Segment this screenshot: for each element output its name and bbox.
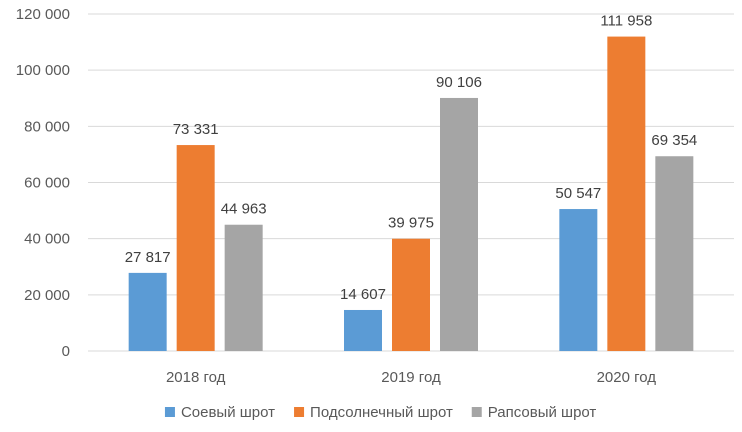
x-axis-categories: 2018 год 2019 год 2020 год (166, 369, 656, 386)
data-label: 50 547 (555, 185, 601, 202)
y-tick-label: 100 000 (16, 62, 70, 79)
bar-2-3 (607, 36, 646, 351)
x-category-label: 2019 год (381, 369, 441, 386)
data-label: 39 975 (388, 215, 434, 232)
bar-1-1 (128, 272, 167, 351)
data-label: 44 963 (221, 201, 267, 218)
bar-2-2 (392, 238, 430, 351)
legend-swatch (164, 407, 175, 417)
x-category-label: 2020 год (597, 369, 657, 386)
legend-swatch (294, 407, 305, 417)
bar-2-1 (176, 145, 215, 351)
legend-label: Рапсовый шрот (488, 404, 597, 421)
y-tick-label: 120 000 (16, 6, 70, 23)
data-label: 14 607 (340, 286, 386, 303)
legend: Соевый шрот Подсолнечный шрот Рапсовый шро… (164, 404, 597, 421)
legend-item: Соевый шрот (164, 404, 275, 421)
y-axis-ticks: 0 20 000 40 000 60 000 80 000 100 000 120 000 (16, 6, 70, 360)
data-label: 27 817 (125, 249, 171, 266)
bar-1-3 (559, 209, 598, 351)
x-category-label: 2018 год (166, 369, 226, 386)
data-label: 90 106 (436, 74, 482, 91)
y-tick-label: 60 000 (24, 175, 70, 192)
bar-3-3 (655, 156, 694, 351)
data-label: 73 331 (173, 121, 219, 138)
legend-label: Подсолнечный шрот (310, 404, 453, 421)
legend-item: Подсолнечный шрот (294, 404, 453, 421)
bar-3-2 (440, 97, 478, 351)
bars (128, 36, 694, 351)
legend-label: Соевый шрот (181, 404, 275, 421)
bar-1-2 (344, 309, 382, 351)
legend-item: Рапсовый шрот (471, 404, 597, 421)
y-tick-label: 40 000 (24, 231, 70, 248)
data-label: 69 354 (651, 132, 697, 149)
legend-swatch (471, 407, 482, 417)
y-tick-label: 20 000 (24, 287, 70, 304)
data-labels: 27 817 73 331 44 963 14 607 39 975 90 106 50 5… (125, 13, 698, 303)
bar-3-1 (224, 224, 263, 351)
data-label: 111 958 (600, 13, 652, 30)
y-tick-label: 0 (62, 343, 70, 360)
y-tick-label: 80 000 (24, 118, 70, 135)
